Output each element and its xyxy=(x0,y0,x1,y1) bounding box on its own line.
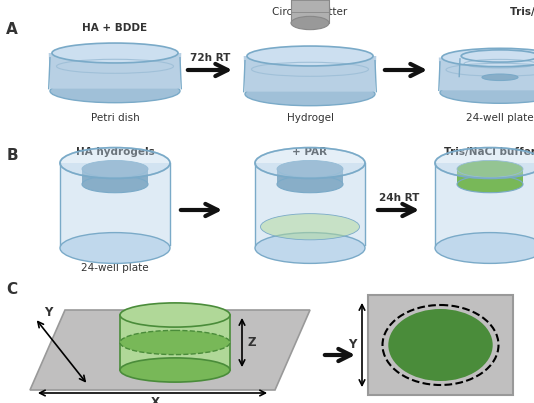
Ellipse shape xyxy=(255,233,365,264)
Text: 24h RT: 24h RT xyxy=(379,193,419,203)
Text: Circular cutter: Circular cutter xyxy=(272,7,348,17)
Ellipse shape xyxy=(482,74,518,81)
Ellipse shape xyxy=(460,71,534,85)
Polygon shape xyxy=(291,0,329,23)
Text: 72h RT: 72h RT xyxy=(190,53,230,63)
Text: C: C xyxy=(6,282,18,297)
Ellipse shape xyxy=(60,147,170,179)
Ellipse shape xyxy=(261,214,359,240)
Polygon shape xyxy=(439,58,534,90)
Ellipse shape xyxy=(277,160,343,177)
Polygon shape xyxy=(459,56,534,77)
Text: Z: Z xyxy=(248,336,256,349)
Ellipse shape xyxy=(440,82,534,103)
Polygon shape xyxy=(120,315,230,370)
Ellipse shape xyxy=(255,147,365,179)
Ellipse shape xyxy=(461,50,534,62)
Polygon shape xyxy=(277,169,343,184)
Text: HA + BDDE: HA + BDDE xyxy=(82,23,147,33)
Text: A: A xyxy=(6,22,18,37)
Ellipse shape xyxy=(52,43,178,63)
Text: Tris/NaCl buffe: Tris/NaCl buffe xyxy=(510,7,534,17)
Text: + PAR: + PAR xyxy=(293,147,327,157)
Ellipse shape xyxy=(120,330,230,355)
Polygon shape xyxy=(49,53,182,89)
Polygon shape xyxy=(30,310,310,390)
Ellipse shape xyxy=(82,160,148,177)
Text: HA hydrogels: HA hydrogels xyxy=(76,147,154,157)
Ellipse shape xyxy=(60,233,170,264)
Text: Y: Y xyxy=(348,339,356,351)
Ellipse shape xyxy=(457,160,523,177)
Ellipse shape xyxy=(82,176,148,193)
Ellipse shape xyxy=(442,48,534,66)
Bar xyxy=(368,295,513,395)
Ellipse shape xyxy=(247,46,373,66)
Ellipse shape xyxy=(435,147,534,179)
Text: 24-well plate: 24-well plate xyxy=(81,263,149,273)
Text: Petri dish: Petri dish xyxy=(91,113,139,123)
Ellipse shape xyxy=(435,233,534,264)
Ellipse shape xyxy=(245,82,375,106)
Ellipse shape xyxy=(457,176,523,193)
Text: Hydrogel: Hydrogel xyxy=(287,113,334,123)
Text: Y: Y xyxy=(44,305,52,318)
Polygon shape xyxy=(255,163,365,248)
Ellipse shape xyxy=(120,303,230,327)
Ellipse shape xyxy=(388,309,493,381)
Polygon shape xyxy=(244,56,376,91)
Ellipse shape xyxy=(291,17,329,30)
Ellipse shape xyxy=(277,176,343,193)
Polygon shape xyxy=(60,163,170,248)
Ellipse shape xyxy=(50,79,180,103)
Polygon shape xyxy=(435,163,534,248)
Polygon shape xyxy=(457,169,523,184)
Ellipse shape xyxy=(120,358,230,382)
Text: X: X xyxy=(151,397,160,403)
Text: Tris/NaCl buffer: Tris/NaCl buffer xyxy=(444,147,534,157)
Polygon shape xyxy=(82,169,148,184)
Text: B: B xyxy=(6,148,18,163)
Text: 24-well plate: 24-well plate xyxy=(466,113,534,123)
